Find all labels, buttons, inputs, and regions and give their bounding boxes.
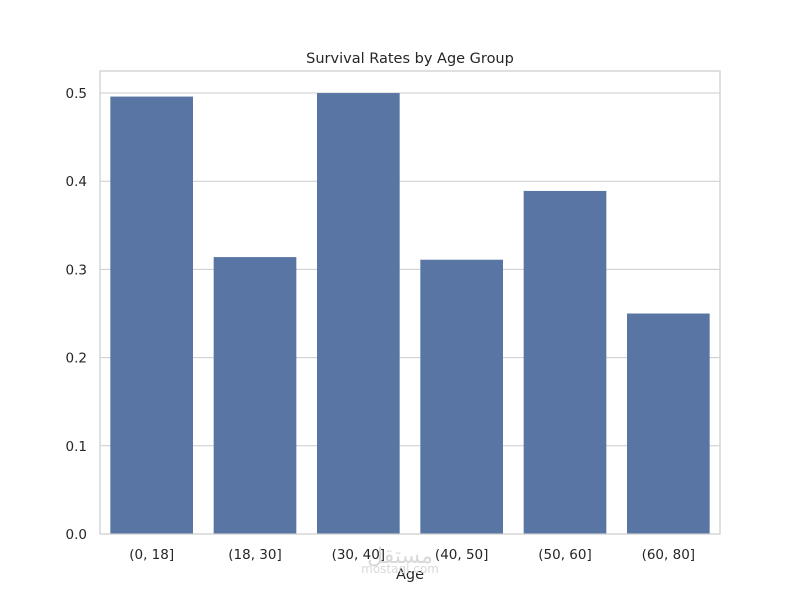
bar <box>420 259 503 534</box>
chart-title: Survival Rates by Age Group <box>306 51 514 67</box>
x-axis-ticks: (0, 18] (18, 30] (30, 40] (40, 50] (50, 60] (… <box>129 547 695 563</box>
y-tick-label: 0.2 <box>66 351 87 367</box>
x-axis-label: Age <box>396 567 424 583</box>
plot-frame <box>99 70 721 535</box>
bar <box>523 190 607 535</box>
x-tick-label: (0, 18] <box>129 547 174 563</box>
y-tick-label: 0.0 <box>66 527 87 543</box>
y-tick-label: 0.3 <box>66 262 87 278</box>
x-tick-label: (18, 30] <box>228 547 281 563</box>
y-tick-label: 0.4 <box>66 174 87 190</box>
bar <box>627 313 710 534</box>
x-tick-label: (60, 80] <box>642 547 695 563</box>
bar <box>110 96 193 534</box>
x-tick-label: (30, 40] <box>332 547 385 563</box>
y-tick-label: 0.5 <box>66 86 87 102</box>
bar <box>317 93 400 535</box>
bars <box>110 93 710 535</box>
y-tick-label: 0.1 <box>66 439 87 455</box>
x-tick-label: (50, 60] <box>538 547 591 563</box>
y-axis-ticks: 0.0 0.1 0.2 0.3 0.4 0.5 <box>66 86 87 543</box>
x-tick-label: (40, 50] <box>435 547 488 563</box>
bar <box>213 257 297 534</box>
